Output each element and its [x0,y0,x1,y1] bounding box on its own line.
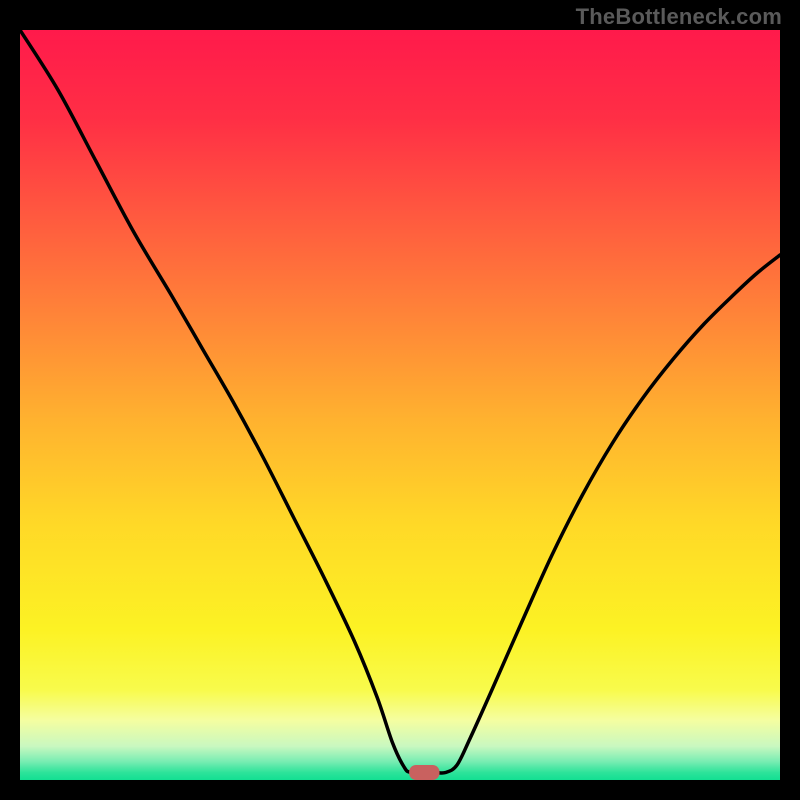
plot-area [20,30,780,780]
watermark-text: TheBottleneck.com [576,4,782,30]
optimal-point-marker [409,765,439,780]
bottleneck-chart [20,30,780,780]
outer-frame: TheBottleneck.com [0,0,800,800]
gradient-background [20,30,780,780]
